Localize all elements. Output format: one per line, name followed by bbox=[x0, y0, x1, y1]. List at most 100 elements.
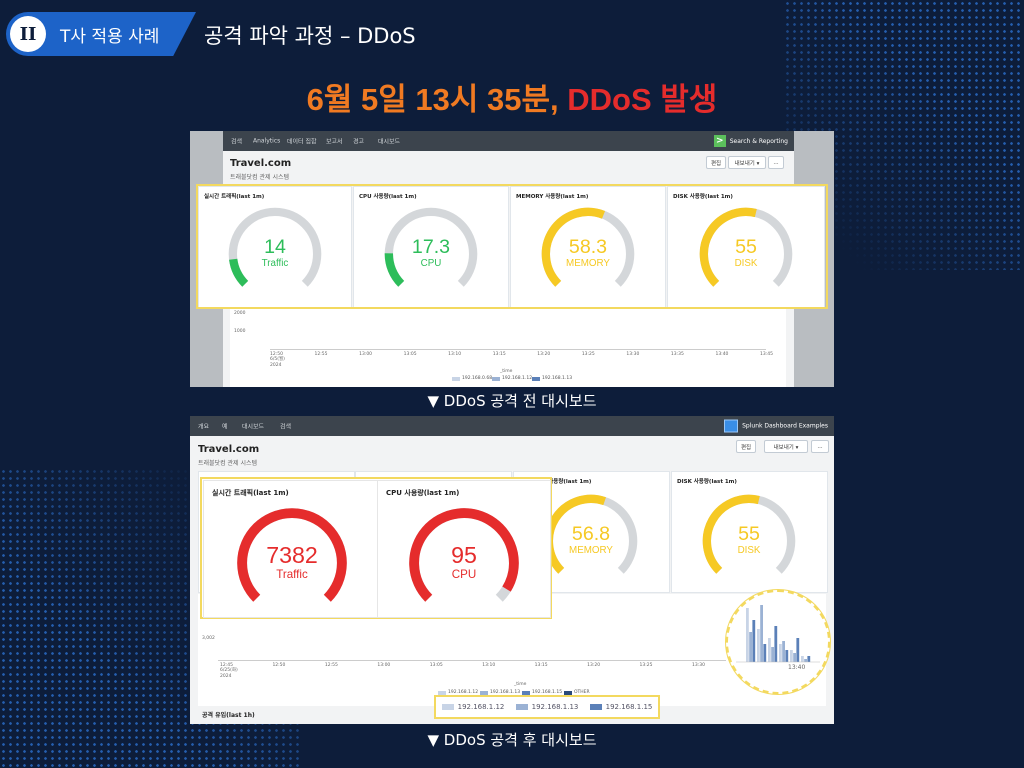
more-button[interactable]: ... bbox=[811, 440, 829, 453]
edit-button[interactable]: 편집 bbox=[736, 440, 756, 453]
export-button[interactable]: 내보내기 ▾ bbox=[764, 440, 808, 453]
caption-after: ▼ DDoS 공격 후 대시보드 bbox=[427, 731, 597, 749]
zoom-bar bbox=[768, 638, 771, 662]
app-name[interactable]: Splunk Dashboard Examples bbox=[724, 419, 828, 433]
before-dashboard-screenshot: 검색 Analytics 데이터 집합 보고서 경고 대시보드 > Search… bbox=[190, 131, 834, 387]
gauge-arc bbox=[409, 508, 519, 602]
before-nav-bar: 검색 Analytics 데이터 집합 보고서 경고 대시보드 > Search… bbox=[223, 131, 794, 151]
app-name-label: Splunk Dashboard Examples bbox=[742, 422, 828, 430]
headline: 6월 5일 13시 35분, DDoS 발생 bbox=[0, 74, 1024, 119]
gauge-value: 17.3 bbox=[411, 236, 451, 259]
zoom-bar bbox=[796, 638, 800, 662]
headline-event: DDoS 발생 bbox=[567, 82, 718, 117]
x-tick-label: 12:45 6/25(화) 2024 bbox=[220, 663, 238, 679]
gauge-label: Traffic bbox=[261, 257, 289, 269]
x-tick-label: 13:45 bbox=[760, 352, 773, 357]
panel-title: MEMORY 사용량(last 1m) bbox=[516, 194, 589, 200]
legend-item: OTHER bbox=[564, 690, 590, 695]
nav-item[interactable]: 데이터 집합 bbox=[287, 138, 317, 146]
section-number-badge: II bbox=[10, 16, 46, 52]
gauge-arc bbox=[699, 207, 793, 287]
dashboard-title: Travel.com bbox=[230, 158, 292, 169]
zoom-bar bbox=[752, 620, 756, 662]
nav-item[interactable]: Analytics bbox=[253, 137, 281, 145]
gauge-value: 56.8 bbox=[571, 523, 611, 546]
nav-item[interactable]: 예 bbox=[222, 423, 228, 431]
gauge-fill bbox=[409, 508, 519, 602]
traffic-panel: 실시간 트래픽(last 1m) 14 Traffic bbox=[198, 186, 352, 308]
nav-item[interactable]: 경고 bbox=[353, 138, 365, 146]
zoom-bar bbox=[782, 641, 785, 662]
legend-item: 192.168.1.15 bbox=[522, 690, 562, 695]
dashboard-subtitle: 트래블닷컴 관제 시스템 bbox=[198, 460, 258, 467]
y-tick-label: 1000 bbox=[234, 329, 246, 334]
gauge-arc bbox=[228, 207, 322, 287]
legend-label: 192.168.0.68 bbox=[462, 376, 493, 381]
gauge-label: CPU bbox=[420, 257, 442, 269]
x-tick-label: 12:50 6/5(월) 2024 bbox=[270, 352, 285, 368]
gauge-value: 55 bbox=[735, 236, 757, 259]
app-name[interactable]: > Search & Reporting bbox=[713, 135, 788, 147]
cpu-panel: CPU 사용량(last 1m) 17.3 CPU bbox=[353, 186, 509, 308]
traffic-gauge: 14 Traffic bbox=[226, 205, 324, 303]
dashboard-title: Travel.com bbox=[198, 444, 260, 455]
panel-title: 실시간 트래픽(last 1m) bbox=[204, 194, 265, 200]
zoom-bar bbox=[785, 650, 789, 662]
y-tick-label: 2000 bbox=[234, 311, 246, 316]
zoom-bar bbox=[804, 659, 807, 662]
zoom-bar bbox=[760, 605, 763, 662]
nav-item[interactable]: 검색 bbox=[231, 138, 243, 146]
legend-label: OTHER bbox=[574, 690, 590, 695]
gauge-label: DISK bbox=[734, 257, 758, 269]
memory-panel: MEMORY 사용량(last 1m) 58.3 MEMORY bbox=[510, 186, 666, 308]
x-tick-label: 13:35 bbox=[670, 352, 684, 357]
panel-title: CPU 사용량(last 1m) bbox=[386, 489, 460, 497]
gauge-label: MEMORY bbox=[566, 257, 610, 269]
zoom-bar bbox=[793, 653, 796, 662]
zoom-bar bbox=[779, 644, 782, 662]
x-tick-label: 13:40 bbox=[715, 352, 729, 357]
x-tick-label: 13:00 bbox=[359, 352, 373, 357]
x-tick-label: 12:50 bbox=[272, 663, 286, 668]
gauge-value: 14 bbox=[264, 236, 286, 259]
x-tick-label: 13:20 bbox=[537, 352, 551, 357]
nav-item[interactable]: 개요 bbox=[198, 423, 210, 431]
x-tick-label: 13:10 bbox=[448, 352, 462, 357]
x-tick-label: 13:00 bbox=[377, 663, 391, 668]
more-button[interactable]: ... bbox=[768, 156, 784, 169]
legend-label: 192.168.1.13 bbox=[542, 376, 573, 381]
panel-title: DISK 사용량(last 1m) bbox=[673, 194, 733, 200]
gauge-track bbox=[228, 207, 322, 287]
gauge-arc bbox=[237, 508, 347, 602]
panel-title: CPU 사용량(last 1m) bbox=[359, 194, 417, 200]
nav-item[interactable]: 대시보드 bbox=[378, 138, 401, 146]
disk-gauge: 55 DISK bbox=[697, 205, 795, 303]
gauge-label: Traffic bbox=[276, 567, 308, 581]
gauge-value: 95 bbox=[451, 542, 477, 569]
gauge-fill bbox=[237, 508, 347, 602]
disk-gauge: 55 DISK bbox=[700, 492, 798, 590]
edit-button[interactable]: 편집 bbox=[706, 156, 726, 169]
zoom-bar bbox=[749, 632, 752, 662]
app-name-label: Search & Reporting bbox=[729, 137, 788, 145]
x-axis-label: _time bbox=[514, 682, 527, 687]
gauge-fill bbox=[541, 207, 606, 287]
x-axis-line bbox=[218, 660, 726, 661]
nav-item[interactable]: 검색 bbox=[280, 423, 292, 431]
export-button[interactable]: 내보내기 ▾ bbox=[728, 156, 766, 169]
zoom-bar bbox=[807, 656, 811, 662]
y-tick-label: 3,002 bbox=[202, 636, 215, 641]
zoom-circle: 13:40 bbox=[726, 590, 830, 694]
legend-label: 192.168.1.12 bbox=[457, 703, 505, 711]
zoom-bar bbox=[771, 647, 774, 662]
legend-item: 192.168.1.13 bbox=[532, 376, 572, 381]
traffic-gauge: 7382 Traffic bbox=[234, 505, 350, 621]
legend-label: 192.168.1.13 bbox=[490, 690, 521, 695]
gauge-label: MEMORY bbox=[569, 544, 613, 556]
zoom-bar bbox=[746, 608, 749, 662]
zoom-bar bbox=[801, 656, 804, 662]
bottom-panel-title: 공격 유입(last 1h) bbox=[202, 712, 255, 719]
nav-item[interactable]: 보고서 bbox=[326, 138, 343, 146]
nav-item[interactable]: 대시보드 bbox=[242, 423, 265, 431]
legend-label: 192.168.1.12 bbox=[448, 690, 479, 695]
